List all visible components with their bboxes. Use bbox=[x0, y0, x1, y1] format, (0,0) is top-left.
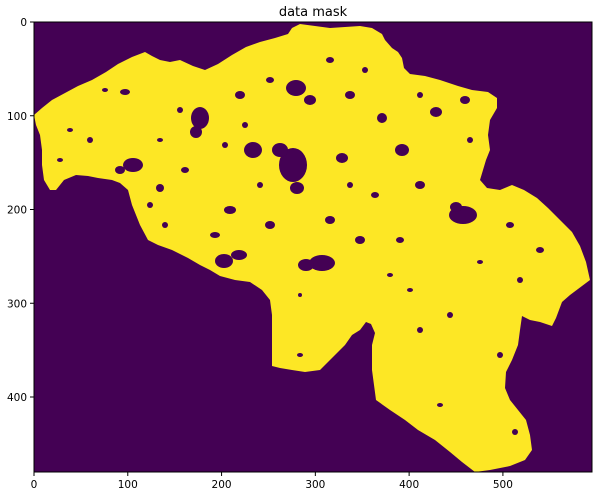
x-tick-label: 200 bbox=[212, 479, 232, 491]
x-tick-label: 400 bbox=[399, 479, 419, 491]
plot-area bbox=[33, 21, 593, 473]
y-tick-label: 100 bbox=[7, 111, 27, 123]
mask-holes bbox=[57, 57, 544, 435]
y-axis: 0 100 200 300 400 bbox=[7, 17, 34, 404]
y-tick-label: 0 bbox=[20, 17, 27, 29]
y-tick-label: 200 bbox=[7, 205, 27, 217]
mask-region bbox=[34, 24, 590, 472]
y-tick-label: 300 bbox=[7, 298, 27, 310]
x-tick-label: 100 bbox=[118, 479, 138, 491]
x-axis: 0 100 200 300 400 500 bbox=[31, 472, 513, 491]
x-tick-label: 300 bbox=[305, 479, 325, 491]
x-tick-label: 0 bbox=[31, 479, 38, 491]
x-tick-label: 500 bbox=[493, 479, 513, 491]
plot-frame bbox=[33, 21, 593, 473]
chart-title: data mask bbox=[279, 5, 348, 20]
y-tick-label: 400 bbox=[7, 392, 27, 404]
